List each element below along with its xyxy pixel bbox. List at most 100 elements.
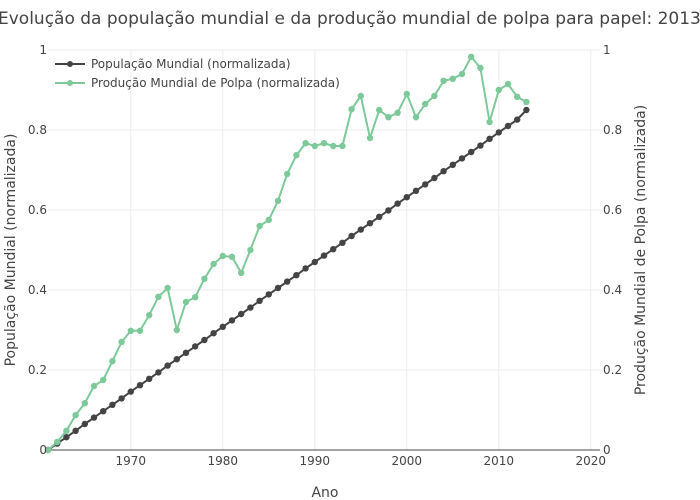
- data-point[interactable]: [63, 434, 70, 441]
- data-point[interactable]: [339, 142, 346, 150]
- data-point[interactable]: [385, 207, 392, 214]
- data-point[interactable]: [192, 343, 199, 350]
- data-point[interactable]: [320, 140, 328, 147]
- data-point[interactable]: [394, 200, 401, 207]
- data-point[interactable]: [302, 140, 309, 147]
- data-point[interactable]: [136, 327, 144, 334]
- data-point[interactable]: [63, 427, 70, 434]
- data-point[interactable]: [458, 70, 466, 78]
- data-point[interactable]: [118, 338, 125, 346]
- data-point[interactable]: [238, 310, 245, 318]
- data-point[interactable]: [376, 213, 383, 220]
- legend-item-pulp[interactable]: Produção Mundial de Polpa (normalizada): [55, 76, 340, 90]
- data-point[interactable]: [449, 75, 456, 83]
- data-point[interactable]: [311, 142, 318, 150]
- data-point[interactable]: [284, 278, 291, 285]
- data-point[interactable]: [100, 408, 107, 415]
- data-point[interactable]: [210, 330, 217, 337]
- data-point[interactable]: [109, 358, 116, 365]
- data-point[interactable]: [256, 222, 263, 230]
- data-point[interactable]: [366, 220, 374, 227]
- data-point[interactable]: [449, 161, 456, 168]
- data-point[interactable]: [192, 294, 199, 301]
- data-point[interactable]: [339, 239, 346, 246]
- data-point[interactable]: [72, 412, 79, 419]
- data-point[interactable]: [228, 317, 236, 324]
- data-point[interactable]: [422, 100, 429, 108]
- data-point[interactable]: [238, 269, 245, 276]
- data-point[interactable]: [136, 382, 144, 389]
- data-point[interactable]: [412, 187, 420, 194]
- data-point[interactable]: [81, 420, 89, 428]
- data-point[interactable]: [477, 64, 484, 72]
- data-point[interactable]: [109, 401, 116, 408]
- data-point[interactable]: [90, 382, 98, 390]
- data-point[interactable]: [146, 312, 153, 319]
- data-point[interactable]: [376, 106, 383, 114]
- data-point[interactable]: [155, 369, 162, 376]
- data-point[interactable]: [182, 349, 190, 356]
- data-point[interactable]: [495, 129, 502, 136]
- data-point[interactable]: [357, 92, 364, 100]
- data-point[interactable]: [477, 142, 484, 149]
- data-point[interactable]: [514, 93, 521, 101]
- data-point[interactable]: [72, 427, 79, 434]
- data-point[interactable]: [468, 53, 475, 60]
- data-point[interactable]: [219, 323, 226, 330]
- data-point[interactable]: [403, 90, 410, 98]
- data-point[interactable]: [164, 362, 171, 369]
- data-point[interactable]: [265, 216, 272, 224]
- data-point[interactable]: [431, 92, 438, 100]
- data-point[interactable]: [146, 375, 153, 382]
- data-point[interactable]: [357, 226, 364, 233]
- data-point[interactable]: [504, 122, 512, 130]
- data-point[interactable]: [293, 272, 300, 279]
- data-point[interactable]: [431, 174, 438, 182]
- data-point[interactable]: [330, 246, 337, 253]
- data-point[interactable]: [118, 395, 125, 402]
- data-point[interactable]: [164, 284, 171, 292]
- data-point[interactable]: [320, 252, 328, 259]
- data-point[interactable]: [348, 232, 355, 240]
- data-point[interactable]: [155, 293, 162, 300]
- data-point[interactable]: [468, 148, 475, 156]
- data-point[interactable]: [523, 106, 530, 114]
- data-point[interactable]: [90, 414, 98, 421]
- data-point[interactable]: [247, 304, 254, 311]
- data-point[interactable]: [486, 118, 493, 126]
- data-point[interactable]: [182, 298, 190, 306]
- data-point[interactable]: [330, 142, 337, 150]
- data-point[interactable]: [54, 438, 61, 446]
- legend[interactable]: População Mundial (normalizada) Produção…: [55, 57, 340, 90]
- data-point[interactable]: [265, 291, 272, 298]
- data-point[interactable]: [201, 336, 208, 344]
- data-point[interactable]: [274, 197, 282, 204]
- data-point[interactable]: [514, 116, 521, 123]
- data-point[interactable]: [127, 327, 134, 334]
- data-point[interactable]: [458, 155, 466, 162]
- data-point[interactable]: [486, 135, 493, 142]
- data-point[interactable]: [173, 356, 180, 363]
- data-point[interactable]: [100, 376, 107, 384]
- data-point[interactable]: [247, 246, 254, 254]
- data-point[interactable]: [302, 265, 309, 272]
- data-point[interactable]: [495, 86, 502, 94]
- data-point[interactable]: [422, 181, 429, 188]
- data-point[interactable]: [523, 98, 530, 106]
- data-point[interactable]: [44, 446, 52, 454]
- data-point[interactable]: [219, 252, 226, 260]
- data-point[interactable]: [440, 77, 447, 85]
- data-point[interactable]: [81, 400, 89, 407]
- data-point[interactable]: [274, 284, 282, 292]
- data-point[interactable]: [403, 194, 410, 201]
- data-point[interactable]: [293, 152, 300, 159]
- data-point[interactable]: [201, 275, 208, 282]
- data-point[interactable]: [504, 80, 512, 88]
- data-point[interactable]: [412, 114, 420, 121]
- data-point[interactable]: [311, 258, 318, 266]
- data-point[interactable]: [440, 168, 447, 175]
- data-point[interactable]: [127, 388, 134, 395]
- data-point[interactable]: [348, 106, 355, 113]
- data-point[interactable]: [228, 253, 236, 260]
- data-point[interactable]: [284, 170, 291, 178]
